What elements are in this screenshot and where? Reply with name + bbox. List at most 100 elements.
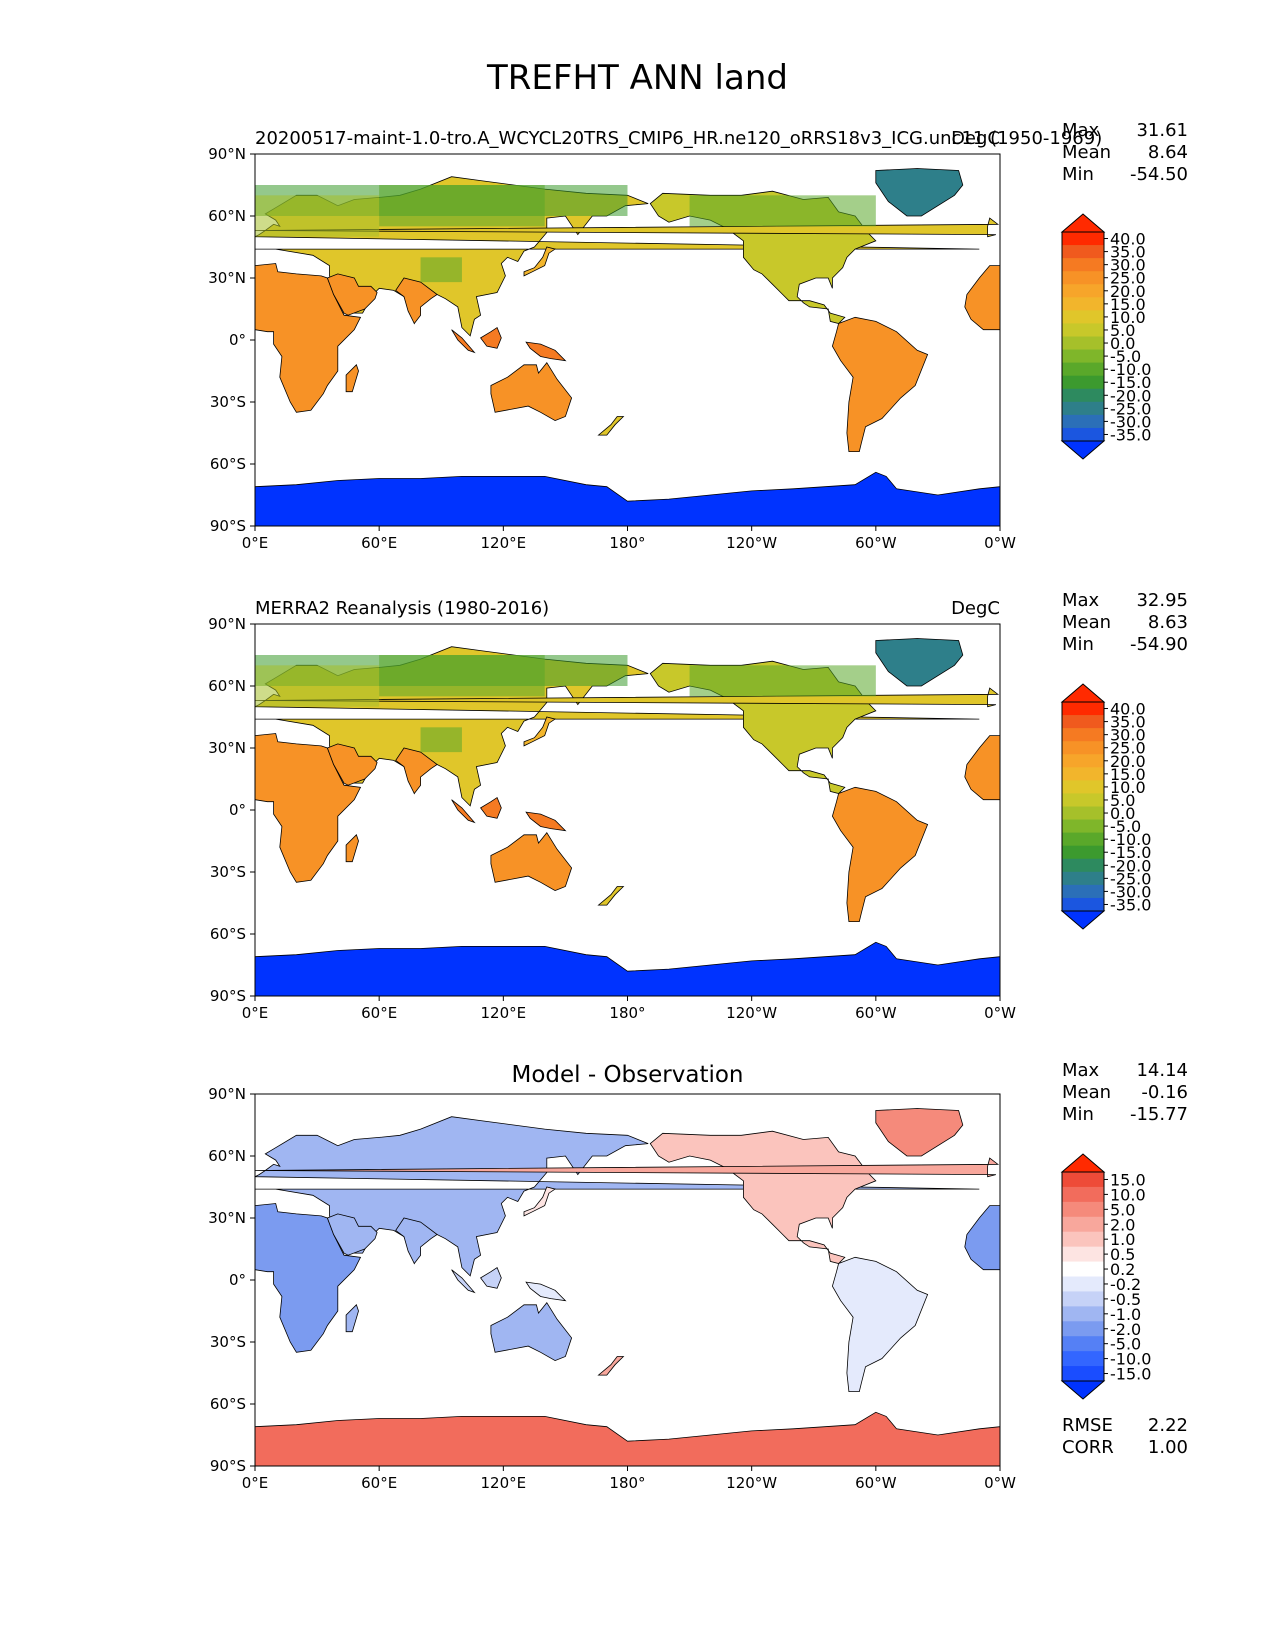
colorbar-segment <box>1062 1246 1104 1263</box>
colorbar-segment <box>1062 271 1104 285</box>
colorbar-extend-max <box>1060 213 1106 233</box>
land-layer <box>255 638 1000 996</box>
colorbar-tick-label: -0.2 <box>1110 1275 1141 1294</box>
colorbar-tick-label: -25.0 <box>1110 399 1151 418</box>
landmass-sa <box>831 786 929 922</box>
landmass-borneo <box>480 1266 502 1289</box>
landmass-australia <box>490 1302 573 1362</box>
panel-center-title: Model - Observation <box>511 1062 743 1088</box>
landmass-na <box>649 1130 877 1264</box>
landmass-newguinea <box>525 1281 567 1302</box>
x-tick-label: 120°E <box>481 1474 527 1492</box>
colorbar-tick-label: 40.0 <box>1110 700 1146 719</box>
stat-value: 8.64 <box>1148 142 1188 163</box>
temperature-band <box>689 665 876 697</box>
landmass-antarctica <box>255 941 1000 996</box>
landmass-sumatra <box>451 329 476 354</box>
stat-value: 8.63 <box>1148 612 1188 633</box>
colorbar-segment <box>1062 401 1104 416</box>
colorbar-segment <box>1062 245 1104 259</box>
landmass-africa <box>255 733 362 883</box>
landmass-arabia <box>326 273 378 316</box>
landmass-madagascar <box>345 834 359 863</box>
colorbar-extend-max <box>1060 683 1106 703</box>
colorbar-segment <box>1062 1321 1104 1337</box>
x-tick-label: 0°W <box>984 1004 1016 1022</box>
x-tick-label: 0°E <box>242 1004 269 1022</box>
colorbar-tick-label: -30.0 <box>1110 412 1151 431</box>
x-tick-label: 120°W <box>726 1474 777 1492</box>
colorbar-tick-label: -15.0 <box>1110 843 1151 862</box>
colorbar-tick-label: -35.0 <box>1110 895 1151 914</box>
landmass-africa_w <box>964 265 1000 331</box>
y-tick-label: 0° <box>229 801 246 819</box>
landmass-greenland <box>875 638 964 687</box>
y-tick-label: 60°S <box>210 1395 246 1413</box>
landmass-eurasia <box>255 1116 980 1277</box>
stat-label: Mean <box>1062 142 1111 163</box>
landmass-australia <box>490 362 573 422</box>
x-tick-label: 120°E <box>481 1004 527 1022</box>
colorbar-segment <box>1062 388 1104 403</box>
y-tick-label: 30°N <box>208 1209 246 1227</box>
temperature-band <box>255 195 380 237</box>
colorbar-segment <box>1062 728 1104 742</box>
colorbar-extend-min <box>1060 910 1106 930</box>
landmass-madagascar <box>345 1304 359 1333</box>
colorbar-segment <box>1062 1201 1104 1218</box>
colorbar-segment <box>1062 871 1104 886</box>
colorbar-tick-label: 10.0 <box>1110 1185 1146 1204</box>
landmass-japan <box>523 716 557 747</box>
colorbar-tick-label: -10.0 <box>1110 360 1151 379</box>
panel-left-title: MERRA2 Reanalysis (1980-2016) <box>255 598 549 619</box>
extra-stat-label: CORR <box>1062 1437 1114 1458</box>
colorbar-segment <box>1062 1186 1104 1203</box>
colorbar-tick-label: -5.0 <box>1110 1335 1141 1354</box>
colorbar-segment <box>1062 336 1104 351</box>
panel-ref: 0°E 60°E 120°E 180° 120°W 60°W 0°W 90°N 60°N 30°N… <box>208 590 1188 1022</box>
stat-label: Mean <box>1062 612 1111 633</box>
colorbar-tick-label: -15.0 <box>1110 373 1151 392</box>
colorbar-tick-label: -25.0 <box>1110 869 1151 888</box>
stat-label: Min <box>1062 634 1094 655</box>
x-tick-label: 120°E <box>481 534 527 552</box>
colorbar-segment <box>1062 884 1104 899</box>
colorbar-segment <box>1062 754 1104 768</box>
colorbar-segment <box>1062 1276 1104 1292</box>
colorbar-tick-label: 35.0 <box>1110 243 1146 262</box>
colorbar-segment <box>1062 1366 1104 1382</box>
colorbar-segment <box>1062 897 1104 912</box>
landmass-uk <box>255 217 1000 238</box>
stat-label: Max <box>1062 1060 1100 1081</box>
x-tick-label: 60°W <box>855 534 897 552</box>
colorbar-segment <box>1062 427 1104 442</box>
landmass-africa_w <box>964 735 1000 801</box>
colorbar-segment <box>1062 1216 1104 1233</box>
x-tick-label: 120°W <box>726 534 777 552</box>
landmass-nz <box>597 1356 625 1376</box>
colorbar-segment <box>1062 258 1104 272</box>
landmass-india <box>395 747 438 795</box>
colorbar-tick-label: 0.0 <box>1110 334 1135 353</box>
landmass-uk <box>255 687 1000 708</box>
colorbar-tick-label: -5.0 <box>1110 817 1141 836</box>
colorbar-segment <box>1062 806 1104 821</box>
colorbar-segment <box>1062 1231 1104 1248</box>
y-tick-label: 90°N <box>208 1085 246 1103</box>
stat-label: Min <box>1062 164 1094 185</box>
y-tick-label: 0° <box>229 1271 246 1289</box>
figure-title: TREFHT ANN land <box>487 58 788 98</box>
colorbar-tick-label: 30.0 <box>1110 726 1146 745</box>
colorbar-tick-label: -0.5 <box>1110 1290 1141 1309</box>
colorbar-tick-label: -30.0 <box>1110 882 1151 901</box>
stat-value: 32.95 <box>1136 590 1188 611</box>
temperature-band <box>689 195 876 227</box>
panel-units: DegC <box>951 128 1000 149</box>
colorbar-segment <box>1062 323 1104 337</box>
x-tick-label: 60°E <box>361 1004 397 1022</box>
x-tick-label: 0°E <box>242 534 269 552</box>
x-tick-label: 180° <box>609 534 645 552</box>
landmass-sa <box>831 316 929 453</box>
y-tick-label: 60°N <box>208 677 246 695</box>
colorbar-tick-label: 25.0 <box>1110 269 1146 288</box>
